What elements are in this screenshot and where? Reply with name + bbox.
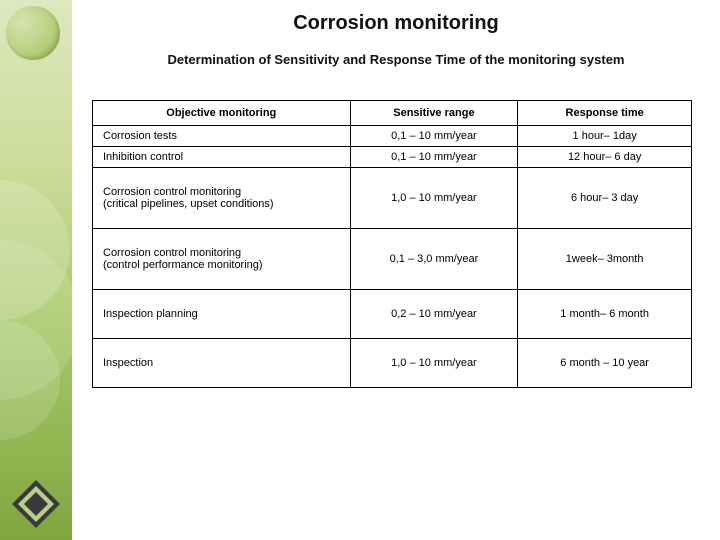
cell-response: 1week– 3month bbox=[518, 229, 692, 290]
cell-range: 1,0 – 10 mm/year bbox=[350, 339, 518, 388]
cell-range: 0,2 – 10 mm/year bbox=[350, 290, 518, 339]
table-row: Inspection planning 0,2 – 10 mm/year 1 m… bbox=[93, 290, 692, 339]
table: Objective monitoring Sensitive range Res… bbox=[92, 100, 692, 388]
table-row: Corrosion control monitoring(critical pi… bbox=[93, 168, 692, 229]
cell-response: 6 month – 10 year bbox=[518, 339, 692, 388]
page-title: Corrosion monitoring bbox=[72, 12, 720, 35]
col-header-objective: Objective monitoring bbox=[93, 101, 351, 126]
cell-range: 0,1 – 10 mm/year bbox=[350, 147, 518, 168]
cell-range: 0,1 – 3,0 mm/year bbox=[350, 229, 518, 290]
cell-response: 12 hour– 6 day bbox=[518, 147, 692, 168]
slide-page: Corrosion monitoring Determination of Se… bbox=[0, 0, 720, 540]
col-header-range: Sensitive range bbox=[350, 101, 518, 126]
table-row: Inspection 1,0 – 10 mm/year 6 month – 10… bbox=[93, 339, 692, 388]
cell-objective: Inspection bbox=[93, 339, 351, 388]
table-row: Inhibition control 0,1 – 10 mm/year 12 h… bbox=[93, 147, 692, 168]
cell-objective: Corrosion control monitoring(critical pi… bbox=[93, 168, 351, 229]
left-decorative-band bbox=[0, 0, 72, 540]
cell-objective: Corrosion control monitoring(control per… bbox=[93, 229, 351, 290]
cell-objective: Inspection planning bbox=[93, 290, 351, 339]
cell-range: 1,0 – 10 mm/year bbox=[350, 168, 518, 229]
cell-response: 1 month– 6 month bbox=[518, 290, 692, 339]
cell-range: 0,1 – 10 mm/year bbox=[350, 126, 518, 147]
sensitivity-table: Objective monitoring Sensitive range Res… bbox=[92, 100, 692, 388]
table-row: Corrosion control monitoring(control per… bbox=[93, 229, 692, 290]
cell-objective: Inhibition control bbox=[93, 147, 351, 168]
seal-icon bbox=[6, 6, 60, 60]
col-header-response: Response time bbox=[518, 101, 692, 126]
diamond-logo-icon bbox=[10, 478, 62, 530]
page-subtitle: Determination of Sensitivity and Respons… bbox=[72, 52, 720, 67]
table-header-row: Objective monitoring Sensitive range Res… bbox=[93, 101, 692, 126]
logo-icon bbox=[10, 478, 62, 530]
cell-objective: Corrosion tests bbox=[93, 126, 351, 147]
cell-response: 1 hour– 1day bbox=[518, 126, 692, 147]
table-row: Corrosion tests 0,1 – 10 mm/year 1 hour–… bbox=[93, 126, 692, 147]
cell-response: 6 hour– 3 day bbox=[518, 168, 692, 229]
